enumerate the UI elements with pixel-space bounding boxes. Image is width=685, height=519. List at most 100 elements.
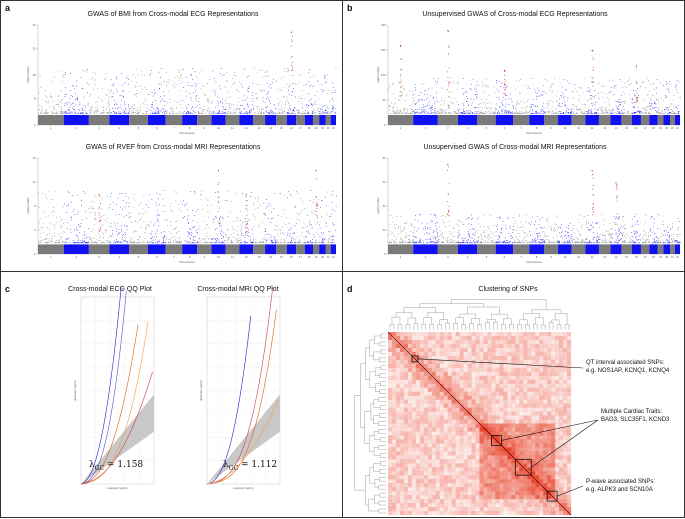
snp-point [589, 87, 590, 88]
snp-point [326, 107, 327, 108]
snp-point [531, 106, 532, 107]
snp-point [563, 98, 564, 99]
chromosome-15-points [276, 193, 287, 254]
snp-point [226, 242, 227, 243]
baseline-band [572, 244, 586, 254]
chromosome-tick-label: 18 [307, 255, 310, 259]
snp-point [156, 93, 157, 94]
snp-point [565, 113, 566, 114]
snp-point [46, 242, 47, 243]
snp-point [319, 241, 320, 242]
snp-point [475, 107, 476, 108]
snp-point [537, 106, 538, 107]
snp-point [129, 213, 130, 214]
snp-point [567, 108, 568, 109]
snp-point [98, 240, 99, 241]
peak-point [291, 65, 292, 66]
snp-point [676, 86, 677, 87]
snp-point [103, 237, 104, 238]
snp-point [405, 241, 406, 242]
snp-point [529, 231, 530, 232]
snp-point [463, 240, 464, 241]
snp-point [405, 101, 406, 102]
snp-point [499, 113, 500, 114]
snp-point [91, 206, 92, 207]
snp-point [280, 193, 281, 194]
snp-point [582, 241, 583, 242]
peak-point [219, 218, 220, 219]
snp-point [219, 111, 220, 112]
snp-point [269, 113, 270, 114]
snp-point [187, 219, 188, 220]
snp-point [436, 97, 437, 98]
snp-point [276, 242, 277, 243]
snp-point [100, 236, 101, 237]
snp-point [283, 111, 284, 112]
snp-point [394, 240, 395, 241]
snp-point [86, 238, 87, 239]
snp-point [606, 241, 607, 242]
snp-point [483, 84, 484, 85]
snp-point [411, 225, 412, 226]
snp-point [438, 242, 439, 243]
snp-point [557, 236, 558, 237]
snp-point [590, 242, 591, 243]
snp-point [140, 242, 141, 243]
snp-point [546, 93, 547, 94]
snp-point [244, 69, 245, 70]
snp-point [144, 87, 145, 88]
snp-point [140, 107, 141, 108]
peak-point [593, 69, 594, 70]
snp-point [69, 107, 70, 108]
snp-point [535, 242, 536, 243]
snp-point [163, 109, 164, 110]
snp-point [492, 241, 493, 242]
snp-point [573, 112, 574, 113]
snp-point [137, 242, 138, 243]
snp-point [264, 228, 265, 229]
snp-point [235, 109, 236, 110]
snp-point [259, 109, 260, 110]
snp-point [404, 112, 405, 113]
snp-point [48, 112, 49, 113]
snp-point [105, 230, 106, 231]
snp-point [648, 113, 649, 114]
snp-point [40, 240, 41, 241]
snp-point [463, 93, 464, 94]
chromosome-12-points [239, 192, 253, 254]
snp-point [40, 87, 41, 88]
snp-point [532, 78, 533, 79]
snp-point [187, 203, 188, 204]
snp-point [86, 113, 87, 114]
snp-point [492, 111, 493, 112]
peak-point [448, 166, 449, 167]
snp-point [130, 216, 131, 217]
snp-point [174, 229, 175, 230]
snp-point [137, 222, 138, 223]
snp-point [129, 206, 130, 207]
snp-point [170, 242, 171, 243]
snp-point [330, 231, 331, 232]
snp-point [76, 230, 77, 231]
snp-point [116, 89, 117, 90]
snp-point [318, 229, 319, 230]
snp-point [157, 220, 158, 221]
chromosome-tick-label: 3 [447, 126, 449, 130]
snp-point [231, 211, 232, 212]
snp-point [55, 242, 56, 243]
snp-point [204, 106, 205, 107]
snp-point [428, 112, 429, 113]
snp-point [299, 214, 300, 215]
snp-point [151, 234, 152, 235]
peak-point [591, 99, 592, 100]
snp-point [69, 109, 70, 110]
snp-point [437, 236, 438, 237]
snp-point [652, 109, 653, 110]
snp-point [169, 80, 170, 81]
baseline-band [572, 115, 586, 125]
snp-point [414, 242, 415, 243]
snp-point [567, 232, 568, 233]
snp-point [245, 222, 246, 223]
snp-point [431, 113, 432, 114]
snp-point [508, 112, 509, 113]
